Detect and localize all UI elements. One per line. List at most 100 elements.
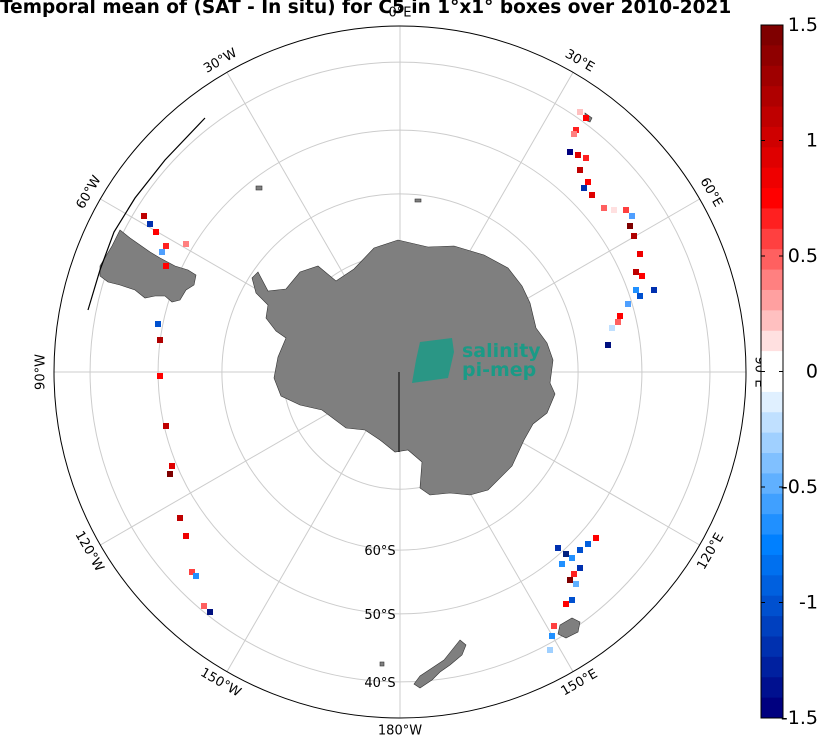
map-frame <box>53 25 747 719</box>
data-cell <box>157 337 163 343</box>
data-cell <box>159 249 165 255</box>
data-cell <box>163 263 169 269</box>
data-cell <box>609 325 615 331</box>
data-cell <box>575 152 581 158</box>
colorbar-segment <box>761 249 783 271</box>
data-cell <box>593 535 599 541</box>
colorbar-segment <box>761 167 783 189</box>
land <box>99 112 593 689</box>
colorbar-segment <box>761 310 783 332</box>
data-cell <box>589 192 595 198</box>
data-cell <box>183 241 189 247</box>
colorbar-segment <box>761 371 783 393</box>
island <box>379 661 385 667</box>
colorbar-segment <box>761 208 783 230</box>
data-cell <box>549 633 555 639</box>
data-cell <box>585 541 591 547</box>
data-cell <box>563 601 569 607</box>
data-cell <box>163 423 169 429</box>
data-cell <box>577 547 583 553</box>
colorbar-segment <box>761 25 783 46</box>
longitude-label: 0°E <box>389 6 412 21</box>
colorbar-segment <box>761 269 783 291</box>
data-cell <box>147 221 153 227</box>
south-america <box>99 229 197 303</box>
data-cell <box>157 373 163 379</box>
colorbar-segment <box>761 45 783 67</box>
data-cell <box>583 155 589 161</box>
data-cell <box>577 565 583 571</box>
colorbar-segment <box>761 86 783 108</box>
salinity-pi-mep-logo: salinity pi-mep <box>412 338 541 383</box>
colorbar-segment <box>761 453 783 474</box>
colorbar-tick-label: 0.5 <box>788 245 818 267</box>
data-cell <box>605 342 611 348</box>
data-cell <box>169 463 175 469</box>
data-cell <box>629 213 635 219</box>
data-cell <box>141 213 147 219</box>
data-cell <box>167 471 173 477</box>
colorbar-segment <box>761 412 783 434</box>
tasmania <box>557 617 581 639</box>
colorbar-tick-label: -0.5 <box>781 476 818 498</box>
colorbar-segment <box>761 106 783 128</box>
data-cell <box>201 603 207 609</box>
colorbar-segment <box>761 147 783 169</box>
colorbar-segment <box>761 595 783 617</box>
colorbar-segment <box>761 65 783 87</box>
data-cell <box>155 321 161 327</box>
data-cell <box>189 569 195 575</box>
colorbar-tick-label: 1.5 <box>788 14 818 36</box>
data-cell <box>601 205 607 211</box>
colorbar-segment <box>761 351 783 372</box>
latitude-label: 50°S <box>364 608 395 623</box>
data-cell <box>583 115 589 121</box>
colorbar-segment <box>761 697 783 719</box>
data-cell <box>581 185 587 191</box>
data-cell <box>569 555 575 561</box>
data-cell <box>571 571 577 577</box>
colorbar-segment <box>761 126 783 148</box>
colorbar-tick-label: -1 <box>799 592 818 614</box>
data-cell <box>551 623 557 629</box>
data-cell <box>611 207 617 213</box>
data-cell <box>639 273 645 279</box>
colorbar-segment <box>761 656 783 678</box>
data-cell <box>585 179 591 185</box>
colorbar-segment <box>761 188 783 209</box>
data-cell <box>555 545 561 551</box>
data-cell <box>617 313 623 319</box>
data-cell <box>569 597 575 603</box>
colorbar-segment <box>761 616 783 637</box>
data-cell <box>153 229 159 235</box>
colorbar-segment <box>761 514 783 536</box>
data-cell <box>633 287 639 293</box>
data-cell <box>615 319 621 325</box>
colorbar-segment <box>761 289 783 311</box>
antarctica <box>251 239 556 496</box>
data-cell <box>563 551 569 557</box>
data-cell <box>547 647 553 653</box>
logo-line1: salinity <box>462 340 541 362</box>
coastline <box>87 117 206 311</box>
data-cell <box>567 577 573 583</box>
data-cell <box>571 131 577 137</box>
data-cell <box>193 573 199 579</box>
colorbar-segment <box>761 330 783 352</box>
island <box>414 198 422 203</box>
data-cell <box>183 533 189 539</box>
colorbar-segment <box>761 534 783 556</box>
colorbar-segment <box>761 432 783 454</box>
longitude-label: 180°W <box>378 724 422 739</box>
data-cell <box>177 515 183 521</box>
colorbar-segment <box>761 677 783 699</box>
data-cell <box>163 243 169 249</box>
data-cell <box>627 223 633 229</box>
colorbar-segment <box>761 575 783 597</box>
data-cell <box>573 127 579 133</box>
colorbar-tick-label: 1 <box>806 130 818 152</box>
colorbar-segment <box>761 473 783 495</box>
data-cell <box>637 251 643 257</box>
data-cell <box>559 561 565 567</box>
